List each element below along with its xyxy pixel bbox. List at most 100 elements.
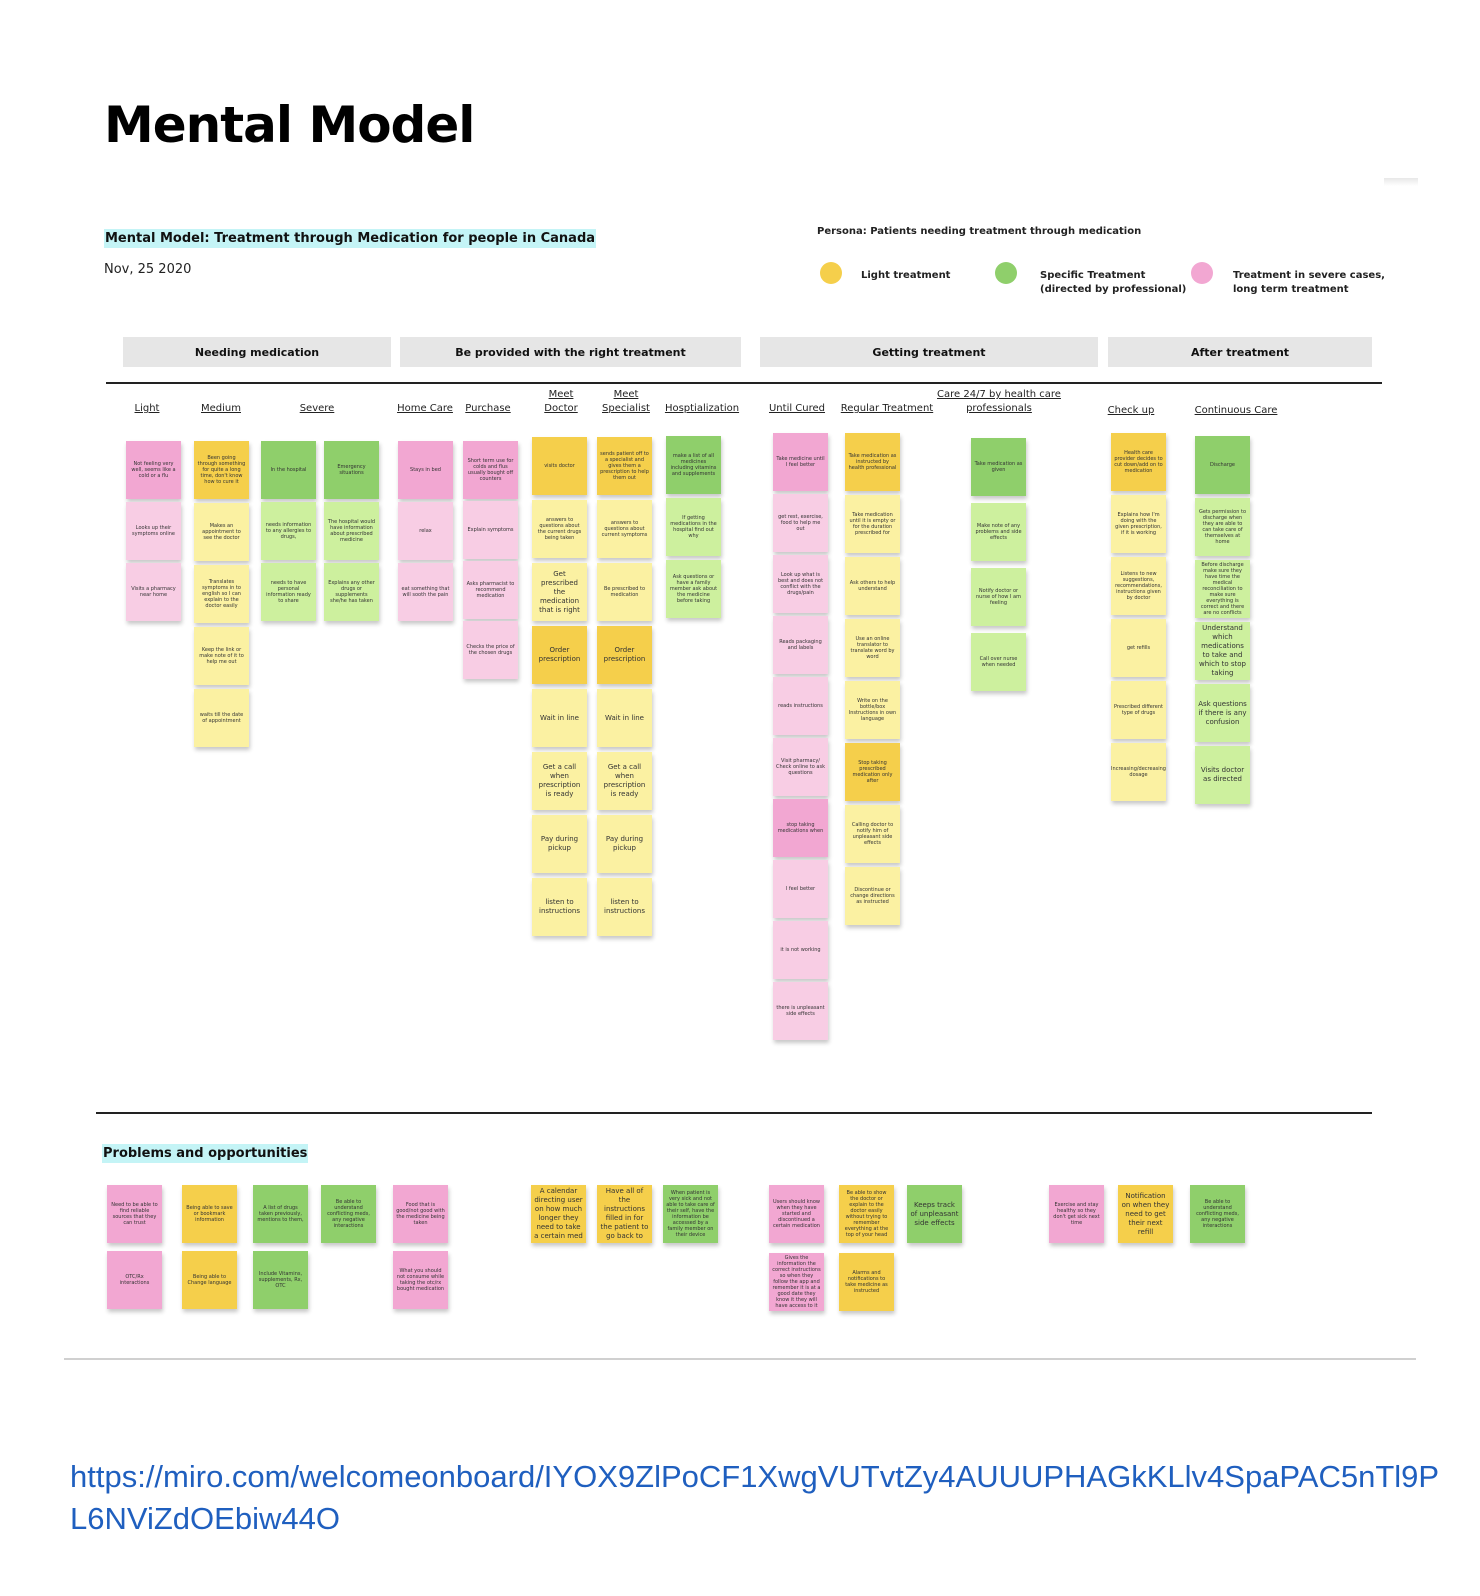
column-label: Care 24/7 by health care professionals [937,389,1061,414]
sticky-note: Health care provider decides to cut down… [1111,433,1166,491]
sticky-note: Take medicine until I feel better [773,433,828,491]
sticky-note: Translates symptoms in to english so I c… [194,565,249,623]
problem-note: Food that is good/not good with the medi… [393,1185,448,1243]
board-corner [1384,178,1418,186]
sticky-note: Get a call when prescription is ready [532,752,587,810]
sticky-note: Explain symptoms [463,501,518,559]
sticky-note: reads instructions [773,677,828,735]
problem-note: Have all of the instructions filled in f… [597,1185,652,1243]
sticky-note: Gets permission to discharge when they a… [1195,498,1250,556]
sticky-note: Wait in line [532,689,587,747]
sticky-note: needs information to any allergies to dr… [261,502,316,560]
legend-dot-severe [1191,262,1213,284]
problems-title: Problems and opportunities [102,1144,309,1163]
sticky-note: Keep the link or make note of it to help… [194,627,249,685]
problem-note: When patient is very sick and not able t… [663,1185,718,1243]
sticky-note: Get prescribed the medication that is ri… [532,563,587,621]
sticky-note: Order prescription [597,626,652,684]
column-label: Medium [201,403,241,414]
problem-note: Users should know when they have started… [769,1185,824,1243]
legend-dot-light [820,262,842,284]
sticky-note: there is unpleasant side effects [773,982,828,1040]
board-title: Mental Model: Treatment through Medicati… [104,229,597,248]
problem-note: Alarms and notifications to take medicin… [839,1253,894,1311]
sticky-note: Checks the price of the chosen drugs [463,621,518,679]
problem-note: What you should not consume while taking… [393,1251,448,1309]
sticky-note: Stop taking prescribed medication only a… [845,743,900,801]
board-date: Nov, 25 2020 [104,262,192,277]
sticky-note: Before discharge make sure they have tim… [1195,560,1250,618]
problem-note: Exercise and stay healthy so they don't … [1049,1185,1104,1243]
column-label: Meet Doctor [544,389,578,414]
sticky-note: Prescribed different type of drugs [1111,681,1166,739]
sticky-note: Increasing/decreasing dosage [1111,743,1166,801]
miro-board-link[interactable]: https://miro.com/welcomeonboard/IYOX9ZlP… [70,1459,1440,1536]
sticky-note: stop taking medications when [773,799,828,857]
legend-label-light: Light treatment [861,270,951,281]
sticky-note: Explains any other drugs or supplements … [324,563,379,621]
board-bottom-edge [64,1358,1416,1360]
sticky-note: Order prescription [532,626,587,684]
sticky-note: Notify doctor or nurse of how I am feeli… [971,568,1026,626]
problem-note: Gives the information the correct instru… [769,1253,824,1311]
sticky-note: Write on the bottle/box Instructions in … [845,681,900,739]
page-title: Mental Model [104,96,475,154]
sticky-note: Visit pharmacy/ Check online to ask ques… [773,738,828,796]
legend-dot-specific [995,262,1017,284]
problems-divider-line [96,1112,1372,1114]
sticky-note: sends patient off to a specialist and gi… [597,437,652,495]
column-label: Severe [299,403,335,414]
column-label: Regular Treatment [840,403,934,414]
problem-note: Include Vitamins, supplements, Rx, OTC [253,1251,308,1309]
column-label: Hosptialization [664,403,740,414]
sticky-note: Get a call when prescription is ready [597,752,652,810]
column-label: Purchase [465,403,511,414]
sticky-note: Makes an appointment to see the doctor [194,503,249,561]
problem-note: A list of drugs taken previously, mentio… [253,1185,308,1243]
problem-note: Being able to Change language [182,1251,237,1309]
problem-note: Be able to understand conflicting meds, … [321,1185,376,1243]
sticky-note: Ask others to help understand [845,557,900,615]
sticky-note: Looks up their symptoms online [126,502,181,560]
phase-needing-medication: Needing medication [123,337,391,367]
sticky-note: Use an online translator to translate wo… [845,619,900,677]
sticky-note: Be prescribed to medication [597,563,652,621]
problem-note: Keeps track of unpleasant side effects [907,1185,962,1243]
sticky-note: Understand which medications to take and… [1195,622,1250,680]
sticky-note: it is not working [773,921,828,979]
sticky-note: make a list of all medicines including v… [666,436,721,494]
sticky-note: Calling doctor to notify him of unpleasa… [845,805,900,863]
sticky-note: Take medication as instructed by health … [845,433,900,491]
problem-note: A calendar directing user on how much lo… [531,1185,586,1243]
problem-note: OTC/Rx interactions [107,1251,162,1309]
phase-after-treatment: After treatment [1108,337,1372,367]
problem-note: Be able to show the doctor or explain to… [839,1185,894,1243]
column-label: Check up [1107,405,1155,416]
column-label: Until Cured [768,403,826,414]
sticky-note: Wait in line [597,689,652,747]
sticky-note: Take medication as given [971,438,1026,496]
legend-label-specific: Specific Treatment (directed by professi… [1040,270,1187,295]
sticky-note: needs to have personal information ready… [261,563,316,621]
sticky-note: Ask questions or have a family member as… [666,560,721,618]
sticky-note: Pay during pickup [532,815,587,873]
column-label: Meet Specialist [602,389,650,414]
sticky-note: relax [398,502,453,560]
sticky-note: Visits doctor as directed [1195,746,1250,804]
legend-label-severe: Treatment in severe cases, long term tre… [1233,270,1385,295]
sticky-note: Discontinue or change directions as inst… [845,867,900,925]
sticky-note: Been going through something for quite a… [194,441,249,499]
sticky-note: Explains how I'm doing with the given pr… [1111,495,1166,553]
problem-note: Need to be able to find reliable sources… [107,1185,162,1243]
column-label: Continuous Care [1194,405,1278,416]
phase-getting-treatment: Getting treatment [760,337,1098,367]
sticky-note: Emergency situations [324,441,379,499]
sticky-note: Short term use for colds and flus usuall… [463,441,518,499]
problem-note: Being able to save or bookmark informati… [182,1185,237,1243]
phase-right-treatment: Be provided with the right treatment [400,337,741,367]
sticky-note: Take medication until it is empty or for… [845,495,900,553]
sticky-note: Visits a pharmacy near home [126,563,181,621]
phase-divider-line [106,382,1382,384]
sticky-note: Pay during pickup [597,815,652,873]
sticky-note: Call over nurse when needed [971,633,1026,691]
